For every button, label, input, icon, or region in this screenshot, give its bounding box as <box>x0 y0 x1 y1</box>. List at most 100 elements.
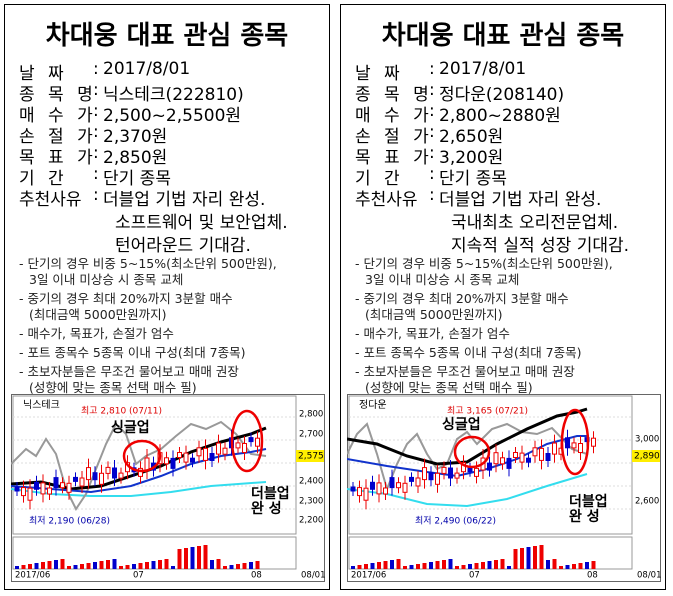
field-separator: : <box>93 143 99 163</box>
note-line: 3일 이내 미상승 시 종목 교체 <box>365 272 520 287</box>
blue-line <box>11 448 267 494</box>
field-label: 기 간 <box>355 169 404 189</box>
volume-bar <box>539 545 544 569</box>
candle-body <box>532 447 538 457</box>
volume-bar <box>60 559 65 569</box>
volume-bar <box>487 561 492 569</box>
candle-body <box>112 467 117 479</box>
note-line: (성향에 맞는 종목 선택 매수 필) <box>365 380 533 395</box>
field-value: 2,650원 <box>439 127 504 147</box>
x-axis-label: 08 <box>251 571 262 581</box>
volume-bar <box>429 562 433 569</box>
volume-bar <box>422 563 427 569</box>
volume-bar <box>481 562 485 569</box>
panel: 차대웅 대표 관심 종목 날 짜:2017/8/01 종 목 명: 닉스테크(2228… <box>4 4 330 590</box>
candle-body <box>591 437 596 447</box>
volume-bar <box>383 561 388 569</box>
high-label: 최고 3,165 (07/21) <box>447 406 528 417</box>
volume-bar <box>242 563 247 569</box>
reason-line: 더블업 기법 자리 완성. <box>439 190 602 210</box>
candle-body <box>144 457 150 471</box>
volume-bar <box>585 562 589 569</box>
highlight-ellipse <box>230 409 264 473</box>
low-label: 최저 2,490 (06/22) <box>415 516 496 527</box>
highlight-ellipse <box>453 435 491 469</box>
field-separator: : <box>429 80 435 100</box>
volume-bar <box>377 562 381 569</box>
highlight-ellipse <box>122 439 162 473</box>
candle-body <box>435 472 440 485</box>
candle-body <box>170 457 176 469</box>
volume-bar <box>249 562 253 569</box>
x-axis-label: 2017/06 <box>15 571 50 581</box>
field-separator: : <box>429 59 435 79</box>
field-value: 단기 종목 <box>439 169 507 189</box>
note-line: - 중기의 경우 최대 20%까지 3분할 매수 <box>19 291 233 306</box>
volume-bar <box>559 566 563 569</box>
note-line: - 포트 종목수 5종목 이내 구성(최대 7종목) <box>19 345 246 360</box>
volume-bar <box>41 562 45 569</box>
volume-bar <box>15 566 19 569</box>
field-value: 2,850원 <box>103 148 168 168</box>
field-value: 2017/8/01 <box>439 59 527 79</box>
candle-body <box>79 477 85 487</box>
candle-body <box>539 447 544 461</box>
reason-label: 추천사유 <box>355 190 418 210</box>
single-up-label: 싱글업 <box>111 420 150 436</box>
volume-bar <box>229 565 234 569</box>
candle-body <box>34 481 39 490</box>
candle-body <box>500 457 505 465</box>
candle-body <box>47 487 52 495</box>
panel: 차대웅 대표 관심 종목 날 짜:2017/8/01 종 목 명: 정다운(20814… <box>340 4 666 590</box>
candle-body <box>409 476 414 482</box>
candle-body <box>105 466 111 474</box>
volume-bar <box>21 565 26 569</box>
volume-bar <box>119 566 123 569</box>
volume-bar <box>132 564 136 569</box>
reason-line: 더블업 기법 자리 완성. <box>103 190 266 210</box>
candle-body <box>422 467 427 481</box>
candle-body <box>216 442 221 455</box>
volume-bar <box>370 563 375 569</box>
volume-bar <box>171 566 175 569</box>
y-axis-label: 2,800 <box>299 410 323 420</box>
volume-bar <box>442 560 446 569</box>
y-axis-label: 3,000 <box>635 435 659 445</box>
field-label: 손 절 가 <box>355 127 433 147</box>
field-separator: : <box>93 59 99 79</box>
volume-bar <box>112 559 117 569</box>
volume-bar <box>255 561 260 569</box>
volume-bar <box>210 560 214 569</box>
field-separator: : <box>93 164 99 184</box>
field-value: 정다운(208140) <box>439 85 565 105</box>
y-axis-label: 2,300 <box>299 497 323 507</box>
field-label: 날 짜 <box>355 64 404 84</box>
candle-body <box>428 472 434 481</box>
volume-bar <box>54 560 58 569</box>
x-axis-label: 07 <box>133 571 144 581</box>
candle-body <box>402 482 408 493</box>
volume-bar <box>494 560 498 569</box>
candle-body <box>203 447 208 461</box>
candle-body <box>73 476 78 482</box>
volume-bar <box>197 546 201 569</box>
volume-bar <box>533 546 537 569</box>
candle-body <box>66 482 72 493</box>
y-axis-label: 2,400 <box>299 477 323 487</box>
candle-body <box>565 437 570 449</box>
volume-bar <box>565 565 570 569</box>
volume-bar <box>86 563 91 569</box>
candle-body <box>545 453 551 461</box>
y-axis-label: 2,700 <box>299 430 323 440</box>
note-line: - 단기의 경우 비중 5~15%(최소단위 500만원), <box>355 256 613 271</box>
field-value: 2,370원 <box>103 127 168 147</box>
field-label: 손 절 가 <box>19 127 97 147</box>
volume-bar <box>416 564 420 569</box>
volume-bar <box>351 566 355 569</box>
double-up-label: 완 성 <box>251 501 282 517</box>
volume-bar <box>546 560 550 569</box>
double-up-label: 더블업 <box>569 494 608 510</box>
candle-body <box>467 467 473 473</box>
